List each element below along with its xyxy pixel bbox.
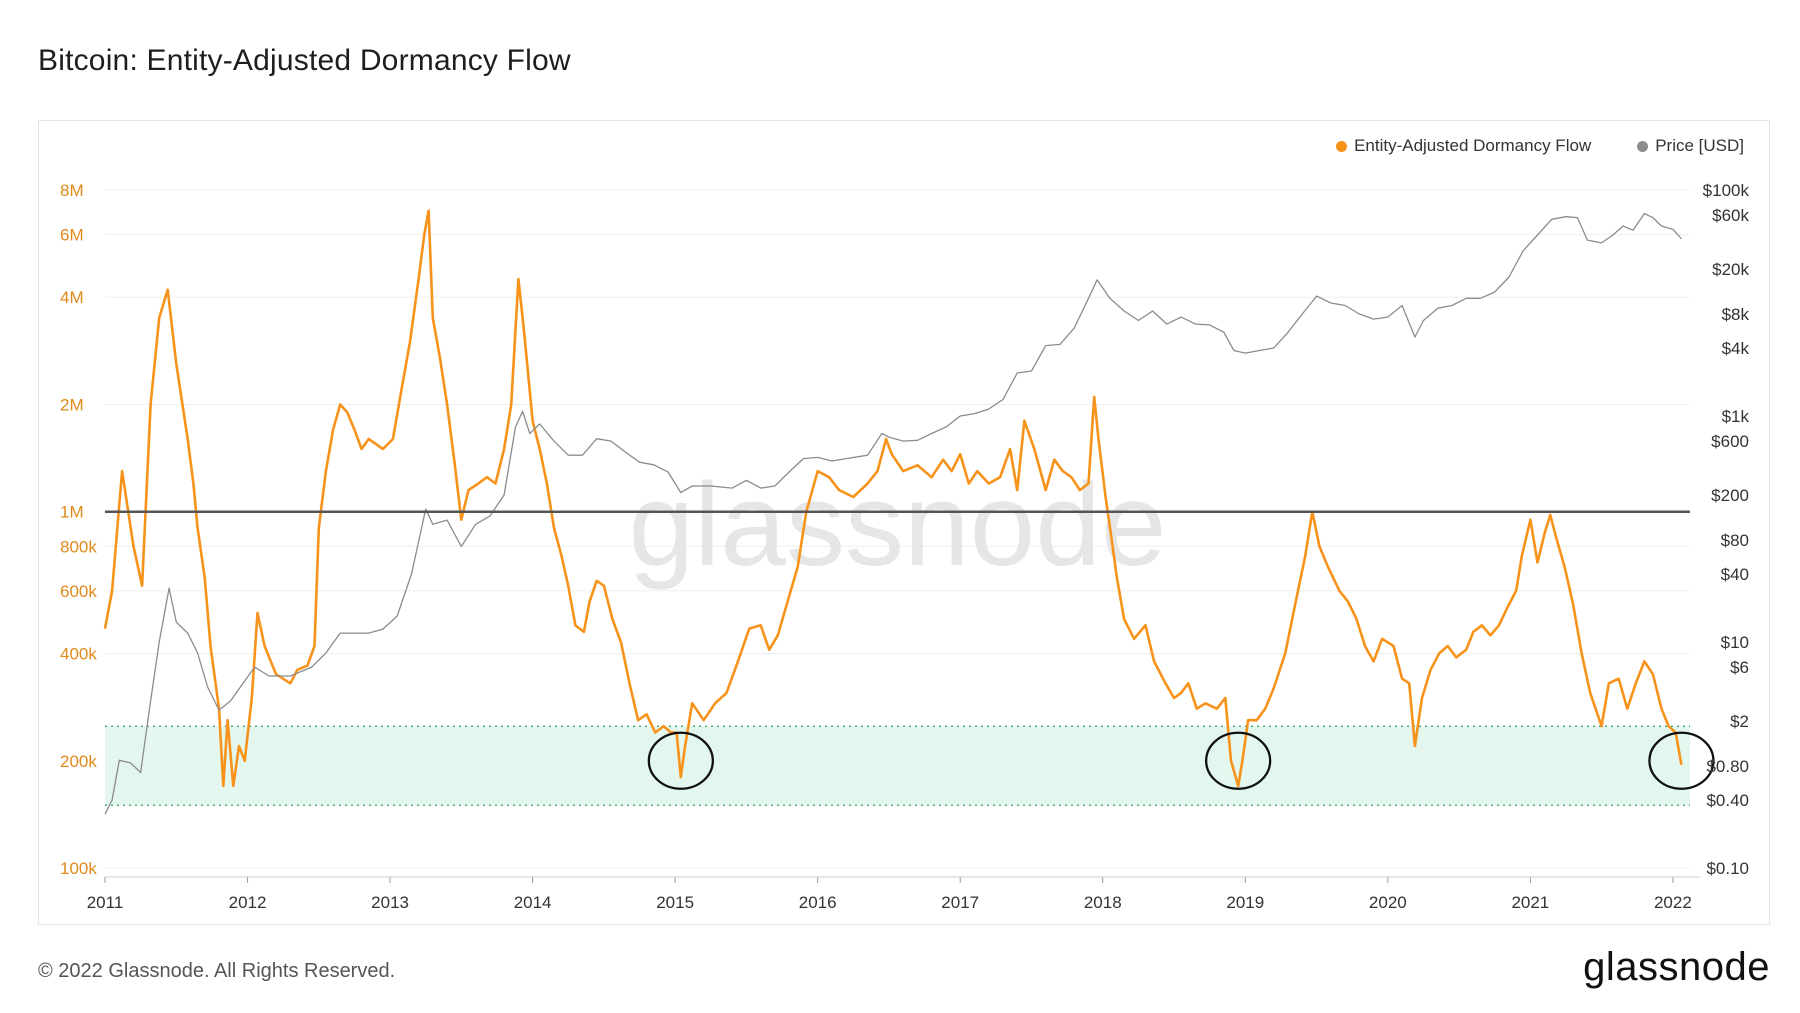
glassnode-logo: glassnode xyxy=(1583,945,1770,989)
x-tick-label-0: 2011 xyxy=(87,893,124,912)
y-right-tick-label-10: $10 xyxy=(1721,633,1749,652)
y-right-tick-label-13: $0.80 xyxy=(1706,757,1749,776)
y-left-tick-label-4: 1M xyxy=(60,503,84,522)
y-right-tick-label-15: $0.10 xyxy=(1706,859,1749,878)
highlight-circle-0 xyxy=(647,731,714,790)
y-right-tick-label-4: $4k xyxy=(1722,339,1750,358)
x-tick-label-11: 2022 xyxy=(1654,893,1692,912)
legend-dot-dormancy xyxy=(1336,140,1348,152)
y-left-tick-label-5: 800k xyxy=(60,537,97,556)
x-tick-label-1: 2012 xyxy=(229,893,267,912)
y-right-tick-label-0: $100k xyxy=(1703,181,1750,200)
x-tick-label-6: 2017 xyxy=(941,893,979,912)
y-right-tick-label-12: $2 xyxy=(1730,712,1749,731)
chart-frame xyxy=(38,120,1770,925)
x-tick-label-7: 2018 xyxy=(1084,893,1122,912)
y-right-tick-label-7: $200 xyxy=(1711,486,1749,505)
x-tick-label-10: 2021 xyxy=(1511,893,1549,912)
y-left-tick-label-1: 6M xyxy=(60,226,84,245)
price-line xyxy=(104,212,1682,815)
y-right-tick-label-3: $8k xyxy=(1722,305,1750,324)
highlight-circle-1 xyxy=(1205,731,1272,790)
legend-item-dormancy[interactable]: Entity-Adjusted Dormancy Flow xyxy=(1336,136,1591,156)
dormancy-flow-line xyxy=(103,209,1683,788)
legend-item-price[interactable]: Price [USD] xyxy=(1637,136,1744,156)
y-right-tick-label-6: $600 xyxy=(1711,432,1749,451)
watermark-text: glassnode xyxy=(629,459,1167,591)
y-left-tick-label-7: 400k xyxy=(60,645,97,664)
highlight-circle-2 xyxy=(1648,731,1715,790)
y-left-tick-label-9: 100k xyxy=(60,859,97,878)
y-left-tick-label-2: 4M xyxy=(60,288,84,307)
y-left-tick-label-6: 600k xyxy=(60,582,97,601)
y-left-tick-label-3: 2M xyxy=(60,395,84,414)
x-tick-label-2: 2013 xyxy=(371,893,409,912)
y-right-tick-label-11: $6 xyxy=(1730,658,1749,677)
y-right-tick-label-14: $0.40 xyxy=(1706,791,1749,810)
low-dormancy-band xyxy=(105,726,1690,806)
x-tick-label-9: 2020 xyxy=(1369,893,1407,912)
x-tick-label-3: 2014 xyxy=(514,893,552,912)
copyright-footer: © 2022 Glassnode. All Rights Reserved. xyxy=(38,960,396,982)
legend-dot-price xyxy=(1637,140,1649,152)
y-left-tick-label-8: 200k xyxy=(60,752,97,771)
x-tick-label-8: 2019 xyxy=(1226,893,1264,912)
y-right-tick-label-8: $80 xyxy=(1721,531,1749,550)
y-right-tick-label-2: $20k xyxy=(1712,260,1749,279)
legend-label-dormancy: Entity-Adjusted Dormancy Flow xyxy=(1354,136,1592,155)
y-left-tick-label-0: 8M xyxy=(60,181,84,200)
x-tick-label-5: 2016 xyxy=(799,893,837,912)
chart-title: Bitcoin: Entity-Adjusted Dormancy Flow xyxy=(38,44,571,77)
x-tick-label-4: 2015 xyxy=(656,893,694,912)
chart-legend: Entity-Adjusted Dormancy Flow Price [USD… xyxy=(1336,136,1744,156)
legend-label-price: Price [USD] xyxy=(1655,136,1744,155)
y-right-tick-label-9: $40 xyxy=(1721,565,1749,584)
y-right-tick-label-5: $1k xyxy=(1722,407,1750,426)
y-right-tick-label-1: $60k xyxy=(1712,206,1749,225)
